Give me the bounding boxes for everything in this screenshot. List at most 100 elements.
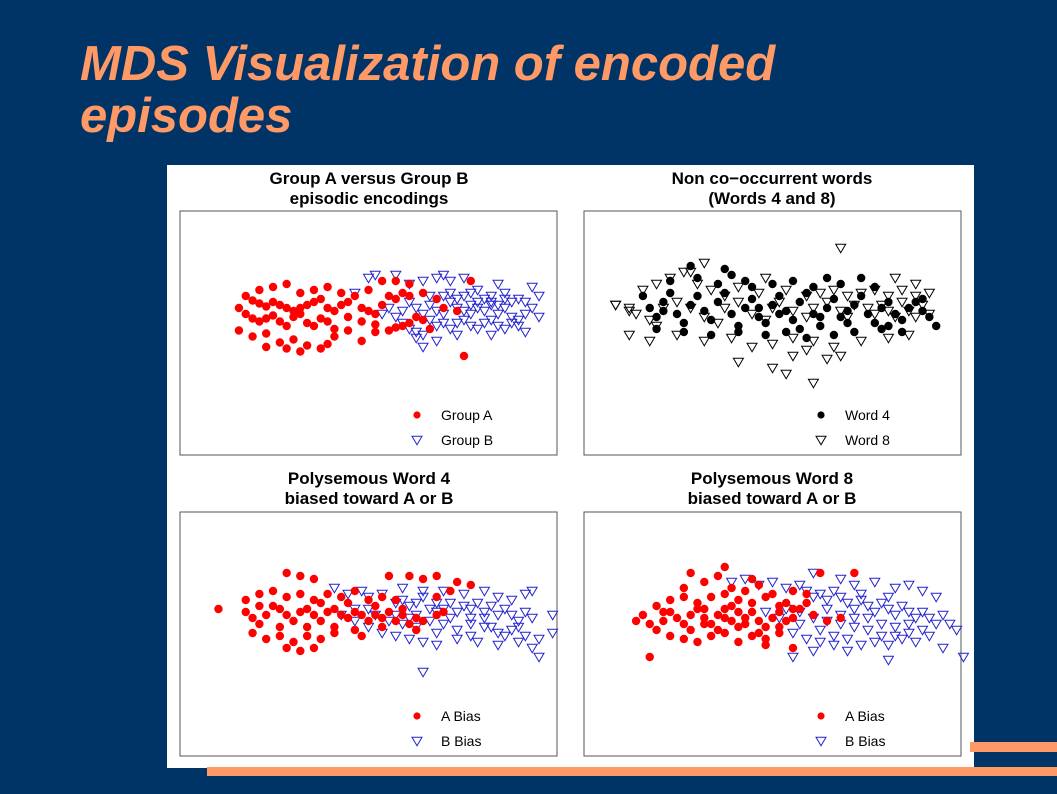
chart-2-series-2-point-25 [868, 309, 881, 320]
chart-2-frame [583, 210, 962, 456]
chart-4-series-1-point-9 [693, 604, 702, 614]
chart-2-series-2-point-56 [671, 330, 683, 341]
chart-3-series-1-point-11 [302, 604, 312, 614]
chart-1-series-2-point-4 [417, 276, 429, 287]
chart-4-series-2-point-65 [848, 613, 861, 624]
chart-4-series-2-point-78 [882, 592, 895, 603]
chart-4-series-1-point-46 [713, 571, 723, 581]
chart-2-series-1-point-32 [850, 300, 859, 310]
chart-4-title-line-1: Polysemous Word 8 [691, 469, 853, 488]
chart-4-series-1-point-47 [727, 583, 736, 593]
chart-3-series-1-point-14 [323, 607, 332, 617]
chart-4-series-1-point-14 [727, 616, 736, 626]
chart-2-series-2-point-42 [752, 288, 765, 299]
chart-4-series-1-point-63 [788, 613, 798, 623]
chart-4-series-2-point-75 [807, 646, 820, 657]
chart-1-series-1-point-15 [343, 297, 353, 307]
chart-3-series-2-point-1 [328, 583, 341, 594]
chart-2-series-2-point-58 [725, 333, 738, 344]
chart-1-series-2-point-31 [505, 312, 518, 323]
chart-1-series-2-point-14 [512, 294, 525, 305]
chart-3-series-1-point-59 [452, 577, 462, 587]
chart-2-series-1-point-6 [672, 309, 682, 319]
chart-2-series-1-point-66 [877, 324, 886, 334]
chart-1-series-2-point-36 [437, 291, 450, 302]
chart-2-series-2-point-71 [889, 273, 902, 284]
chart-4-series-1-point-66 [822, 616, 832, 626]
chart-2-series-1-point-27 [816, 321, 825, 331]
chart-4-series-2-point-24 [916, 607, 929, 618]
chart-4-series-1-point-20 [768, 613, 777, 623]
chart-4-series-2-point-56 [930, 592, 943, 603]
chart-4-series-1-point-13 [720, 604, 729, 614]
chart-4-series-1-point-24 [666, 595, 675, 605]
chart-2-series-2-point-69 [698, 258, 711, 269]
chart-3-series-2-point-52 [526, 643, 539, 654]
chart-4-series-1-point-37 [693, 637, 702, 647]
chart-1-title-line-1: Group A versus Group B [270, 169, 469, 188]
chart-3-series-1-point-24 [391, 616, 400, 626]
chart-4-title-line-2: biased toward A or B [688, 489, 857, 508]
chart-1-series-2-point-2 [389, 270, 402, 281]
chart-3-series-1-point-46 [316, 634, 325, 644]
chart-1-series-1-point-33 [296, 309, 305, 319]
chart-3-series-2-point-10 [417, 592, 429, 603]
chart-2-series-2-point-46 [828, 285, 840, 296]
chart-1-legend-label-1: Group A [441, 407, 493, 423]
chart-4-series-2-point-17 [868, 607, 881, 618]
chart-2-series-2-point-12 [732, 297, 745, 308]
chart-2-series-1-point-44 [931, 321, 941, 331]
chart-1-series-2-point-12 [499, 288, 511, 299]
chart-1-series-1-point-24 [405, 291, 414, 301]
chart-4-series-1-point-31 [761, 592, 770, 602]
chart-4-series-2-point-42 [828, 631, 840, 642]
chart-1-series-1-point-51 [364, 285, 373, 295]
chart-2-series-2-point-37 [677, 267, 690, 278]
chart-3-series-2-point-70 [464, 631, 477, 642]
chart-4-series-1-point-29 [734, 595, 743, 605]
chart-2-series-2-point-57 [698, 336, 711, 347]
chart-2-series-2-point-82 [834, 243, 847, 254]
chart-3-series-2-point-47 [430, 640, 443, 651]
chart-1-series-2-point-48 [437, 318, 450, 329]
chart-3-series-1-point-22 [377, 613, 387, 623]
chart-4-series-1-point-74 [781, 598, 791, 608]
chart-4-series-2-point-22 [903, 607, 915, 618]
chart-3-series-2-point-41 [348, 616, 361, 627]
chart-1-series-1-point-42 [384, 326, 394, 335]
chart-4-series-1-point-40 [734, 637, 743, 647]
chart-3-series-2-point-20 [485, 601, 498, 612]
chart-3-series-1-point-61 [255, 601, 264, 611]
chart-3-series-2-point-14 [444, 598, 457, 609]
chart-2-series-2-point-79 [807, 378, 820, 389]
chart-1-series-2-point-65 [417, 330, 429, 341]
chart-4-series-1-point-50 [768, 589, 777, 599]
chart-3-series-2-point-53 [533, 652, 545, 663]
chart-2-series-2-point-4 [643, 315, 656, 326]
chart-2-series-1-point-50 [768, 279, 777, 289]
chart-2-series-1-point-26 [809, 309, 818, 319]
accent-bar-top [970, 742, 1057, 752]
chart-2-series-1-point-18 [754, 312, 764, 322]
chart-2-series-1-point-49 [747, 282, 757, 292]
chart-3-series-1-point-62 [275, 622, 285, 632]
chart-2-series-1-point-60 [734, 327, 743, 337]
chart-3-series-2-point-36 [492, 628, 504, 639]
chart-2-legend-marker-1 [817, 411, 825, 419]
chart-2-series-1-point-68 [720, 264, 729, 274]
chart-3-series-2-point-32 [437, 619, 450, 630]
chart-3-series-1-point-50 [330, 628, 339, 638]
chart-4-series-2-point-37 [916, 625, 929, 636]
chart-1-series-1-point-48 [309, 285, 319, 295]
chart-2-series-2-point-54 [623, 330, 636, 341]
chart-3-series-1-point-18 [350, 607, 360, 617]
chart-2-series-1-point-13 [720, 288, 729, 298]
chart-4-series-1-point-59 [713, 625, 723, 635]
chart-3-series-1-point-67 [316, 598, 325, 608]
chart-3-legend-label-1: A Bias [441, 708, 481, 724]
chart-3-series-1-point-56 [405, 571, 414, 581]
chart-1-series-2-point-53 [471, 324, 484, 335]
chart-3-series-1-point-37 [350, 586, 360, 596]
chart-2-series-1-point-72 [754, 303, 764, 313]
chart-3-series-2-point-9 [410, 598, 423, 609]
